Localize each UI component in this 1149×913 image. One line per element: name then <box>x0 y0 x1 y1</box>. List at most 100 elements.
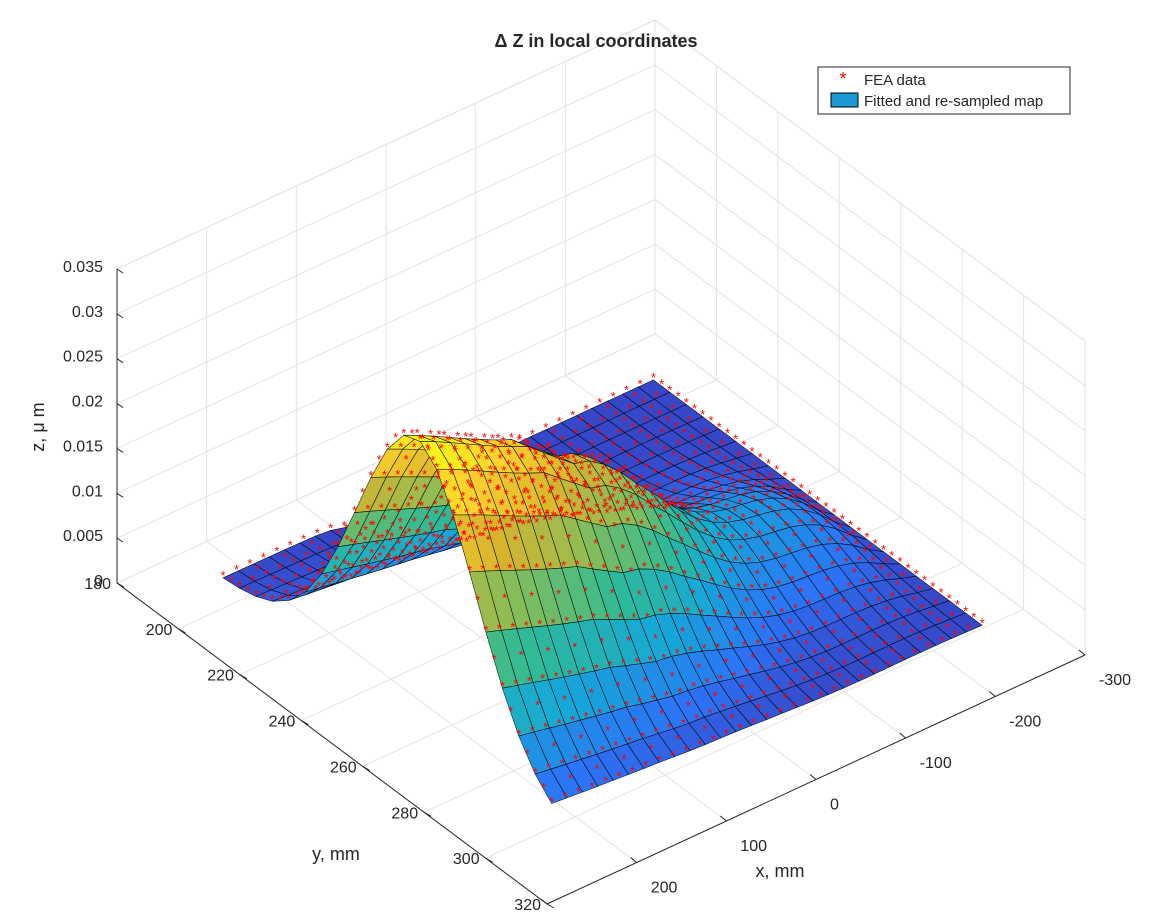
fea-data-point: * <box>618 610 623 625</box>
fea-data-point: * <box>893 610 898 625</box>
fea-data-point: * <box>560 756 565 771</box>
fea-data-point: * <box>333 561 338 576</box>
fea-data-point: * <box>667 498 672 513</box>
fea-data-point: * <box>870 553 875 568</box>
fea-data-point: * <box>439 441 444 456</box>
fea-data-point: * <box>802 491 807 506</box>
fea-data-point: * <box>543 719 548 734</box>
fea-data-point: * <box>377 452 382 467</box>
fea-data-point: * <box>909 625 914 640</box>
tick-labels: -300 -200 -100 0 100 200 300 180 200 220 240 260 280… <box>63 259 1131 913</box>
fea-data-point: * <box>451 538 456 553</box>
fea-data-point: * <box>516 433 521 448</box>
fea-data-point: * <box>423 528 428 543</box>
fea-data-point: * <box>791 490 796 505</box>
fea-data-point: * <box>352 503 357 518</box>
fea-data-point: * <box>602 495 607 510</box>
fea-data-point: * <box>936 614 941 629</box>
fea-data-point: * <box>457 453 462 468</box>
fea-data-point: * <box>844 555 849 570</box>
fea-data-point: * <box>595 761 600 776</box>
fea-data-point: * <box>409 493 414 508</box>
fea-data-point: * <box>321 579 326 594</box>
fea-data-point: * <box>518 647 523 662</box>
fea-data-point: * <box>534 560 539 575</box>
fea-data-point: * <box>546 457 551 472</box>
fea-data-point: * <box>688 488 693 503</box>
grid-wall-z <box>116 154 656 405</box>
fea-data-point: * <box>385 439 390 454</box>
x-tick-mark <box>989 691 996 697</box>
fea-data-point: * <box>250 573 255 588</box>
fea-data-point: * <box>889 548 894 563</box>
fea-data-point: * <box>359 555 364 570</box>
fea-data-point: * <box>716 497 721 512</box>
fea-data-point: * <box>402 552 407 567</box>
fea-data-point: * <box>607 502 612 517</box>
fea-data-point: * <box>630 419 635 434</box>
fea-data-point: * <box>798 584 803 599</box>
fea-data-point: * <box>504 520 509 535</box>
fea-data-point: * <box>652 484 657 499</box>
fea-data-point: * <box>817 562 822 577</box>
fea-data-point: * <box>717 591 722 606</box>
fea-data-point: * <box>558 504 563 519</box>
fea-data-point: * <box>543 420 548 435</box>
fea-data-point: * <box>620 541 625 556</box>
fea-data-point: * <box>621 656 626 671</box>
fea-data-point: * <box>521 560 526 575</box>
fea-data-point: * <box>310 576 315 591</box>
fea-data-point: * <box>757 527 762 542</box>
fea-data-point: * <box>729 711 734 726</box>
fea-data-point: * <box>651 500 656 515</box>
fea-data-point: * <box>607 658 612 673</box>
fea-data-point: * <box>477 528 482 543</box>
fea-data-point: * <box>846 528 851 543</box>
fea-data-point: * <box>522 435 527 450</box>
fea-data-point: * <box>690 586 695 601</box>
fea-data-point: * <box>687 457 692 472</box>
fea-data-point: * <box>778 488 783 503</box>
fea-data-point: * <box>784 519 789 534</box>
fea-data-point: * <box>572 509 577 524</box>
fea-data-point: * <box>551 615 556 630</box>
fea-data-point: * <box>443 520 448 535</box>
fea-data-point: * <box>468 479 473 494</box>
fea-data-point: * <box>300 586 305 601</box>
fea-data-point: * <box>418 432 423 447</box>
fea-data-point: * <box>712 468 717 483</box>
fea-data-point: * <box>825 573 830 588</box>
fea-data-point: * <box>749 444 754 459</box>
fea-data-point: * <box>770 523 775 538</box>
fea-data-point: * <box>526 516 531 531</box>
fea-data-point: * <box>516 726 521 741</box>
fea-data-point: * <box>461 527 466 542</box>
fea-data-point: * <box>462 527 467 542</box>
fea-data-point: * <box>802 673 807 688</box>
fea-data-point: * <box>448 460 453 475</box>
fea-data-point: * <box>759 496 764 511</box>
fea-data-point: * <box>667 720 672 735</box>
fea-data-point: * <box>840 511 845 526</box>
fea-data-point: * <box>408 537 413 552</box>
fea-data-point: * <box>717 419 722 434</box>
fea-data-point: * <box>715 477 720 492</box>
fea-data-point: * <box>903 586 908 601</box>
fea-data-point: * <box>478 508 483 523</box>
fea-data-point: * <box>569 485 574 500</box>
fea-data-point: * <box>374 537 379 552</box>
fea-data-point: * <box>622 413 627 428</box>
fea-data-point: * <box>528 501 533 516</box>
fea-data-point: * <box>518 516 523 531</box>
fea-data-point: * <box>610 702 615 717</box>
fea-data-point: * <box>534 515 539 530</box>
fea-data-point: * <box>646 496 651 511</box>
fea-data-point: * <box>531 512 536 527</box>
fea-data-point: * <box>640 729 645 744</box>
fea-data-point: * <box>783 691 788 706</box>
fea-data-point: * <box>373 552 378 567</box>
fea-data-point: * <box>724 726 729 741</box>
fea-data-point: * <box>570 408 575 423</box>
fea-data-point: * <box>567 496 572 511</box>
x-axis-label: x, mm <box>756 861 805 881</box>
